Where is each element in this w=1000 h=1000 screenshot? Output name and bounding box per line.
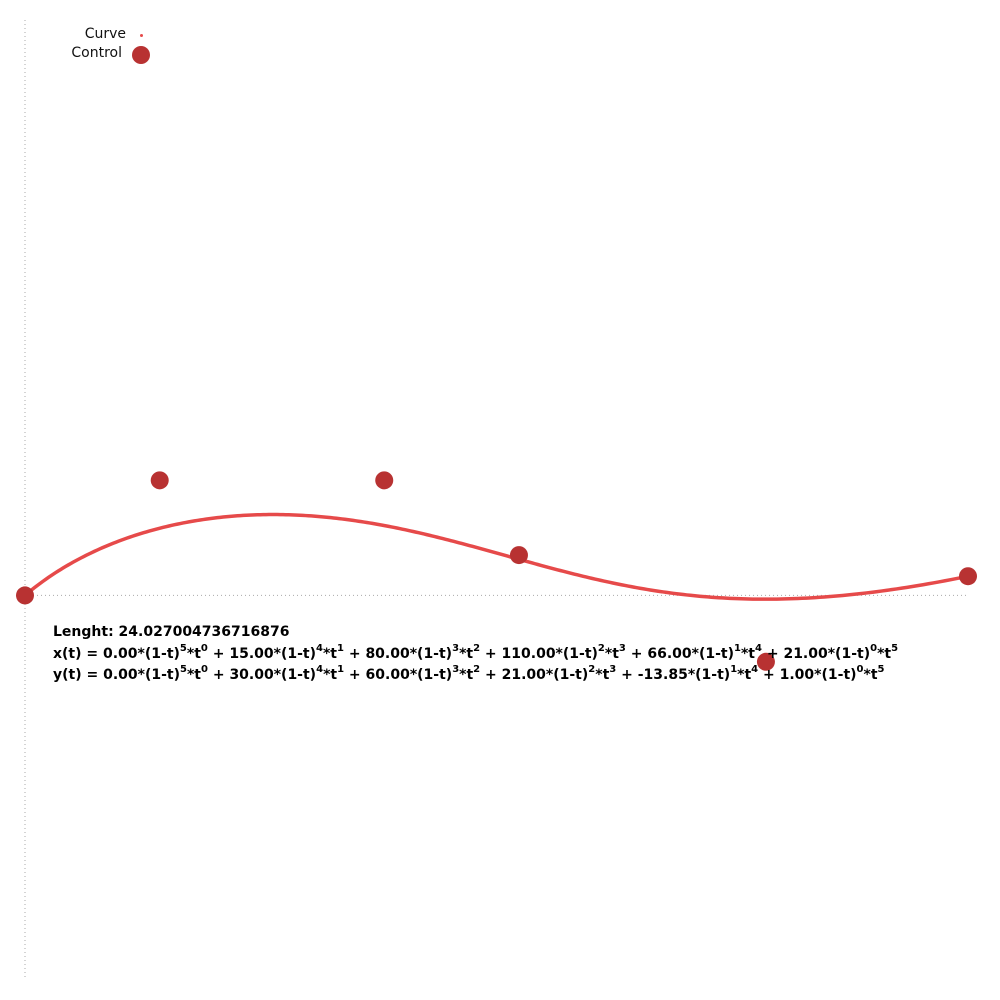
control-point-2 bbox=[375, 471, 394, 490]
legend: Curve Control bbox=[40, 26, 160, 66]
control-point-0 bbox=[16, 586, 34, 605]
equation-x: x(t) = 0.00*(1-t)5*t0 + 15.00*(1-t)4*t1 … bbox=[53, 642, 899, 662]
legend-control-swatch bbox=[132, 46, 150, 64]
legend-label-control: Control bbox=[71, 45, 122, 61]
control-point-3 bbox=[509, 546, 528, 565]
legend-item-curve: Curve bbox=[40, 26, 160, 44]
curve-info: Lenght: 24.027004736716876 x(t) = 0.00*(… bbox=[53, 622, 1000, 687]
control-point-4 bbox=[756, 652, 775, 671]
equation-y: y(t) = 0.00*(1-t)5*t0 + 30.00*(1-t)4*t1 … bbox=[53, 664, 885, 683]
bezier-curve bbox=[23, 512, 970, 601]
legend-curve-swatch bbox=[140, 34, 143, 37]
legend-item-control: Control bbox=[40, 45, 160, 64]
legend-label-curve: Curve bbox=[84, 26, 126, 42]
control-point-1 bbox=[150, 471, 169, 490]
length-label: Lenght: bbox=[53, 624, 114, 640]
length-value: 24.027004736716876 bbox=[118, 624, 290, 640]
length-line: Lenght: 24.027004736716876 bbox=[53, 622, 1000, 644]
control-point-5 bbox=[959, 567, 977, 586]
